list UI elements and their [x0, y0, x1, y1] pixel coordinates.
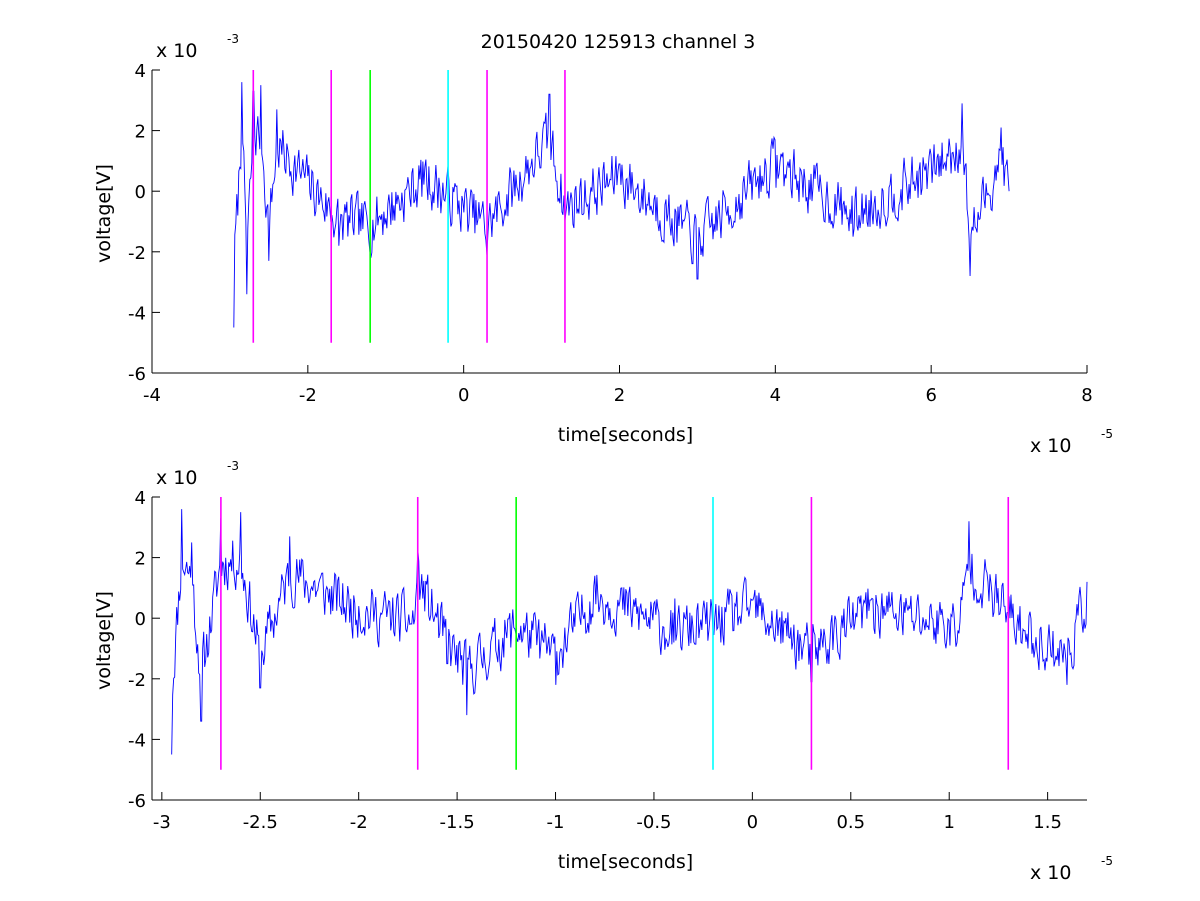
bottom-axes: -3 -2.5 -2 -1.5 -1 -0.5 0 0.5 1 1.5 -6 -4 -2 0 2 4 time[… [93, 459, 1113, 884]
x-axis-label: time[seconds] [558, 424, 693, 446]
x-exponent-multiplier: x 10 [1030, 435, 1071, 457]
x-exponent-value: -5 [1101, 854, 1113, 868]
y-tick-label: 0 [135, 609, 146, 630]
x-tick-label: 4 [770, 385, 781, 406]
y-tick-label: 2 [135, 122, 146, 143]
y-tick-label: -2 [128, 243, 146, 264]
y-tick-label: -4 [128, 730, 146, 751]
x-tick-label: -2.5 [243, 812, 278, 833]
chart-title: 20150420 125913 channel 3 [481, 31, 756, 53]
x-tick-label: 6 [925, 385, 936, 406]
signal-trace [233, 82, 1010, 328]
x-tick-label: -1.5 [440, 812, 475, 833]
x-tick-label: -0.5 [636, 812, 671, 833]
y-axis-label: voltage[V] [93, 591, 115, 690]
x-tick-label: 1.5 [1033, 812, 1062, 833]
x-tick-label: -2 [350, 812, 368, 833]
x-tick-label: 2 [614, 385, 625, 406]
x-axis-label: time[seconds] [558, 851, 693, 873]
y-tick-label: 4 [135, 488, 146, 509]
x-tick-label: 0 [747, 812, 758, 833]
y-exponent-value: -3 [227, 459, 239, 473]
y-tick-label: 4 [135, 61, 146, 82]
x-tick-label: 0.5 [836, 812, 865, 833]
x-exponent-multiplier: x 10 [1030, 862, 1071, 884]
y-exponent-multiplier: x 10 [156, 467, 197, 489]
y-tick-label: -6 [128, 364, 146, 385]
y-tick-label: -2 [128, 670, 146, 691]
x-tick-label: 0 [458, 385, 469, 406]
y-exponent-value: -3 [227, 32, 239, 46]
x-exponent-value: -5 [1101, 427, 1113, 441]
x-tick-label: -2 [299, 385, 317, 406]
y-tick-label: -4 [128, 303, 146, 324]
y-tick-label: 0 [135, 182, 146, 203]
x-tick-label: -4 [143, 385, 161, 406]
y-exponent-multiplier: x 10 [156, 40, 197, 62]
x-tick-label: -3 [153, 812, 171, 833]
x-tick-label: 8 [1081, 385, 1092, 406]
x-tick-label: 1 [943, 812, 954, 833]
signal-trace [171, 509, 1088, 755]
y-tick-label: -6 [128, 791, 146, 812]
y-tick-label: 2 [135, 549, 146, 570]
top-axes: -4 -2 0 2 4 6 8-6-4-2024time[seconds]voltage[V… [93, 32, 1113, 457]
y-axis-label: voltage[V] [93, 164, 115, 263]
x-tick-label: -1 [547, 812, 565, 833]
